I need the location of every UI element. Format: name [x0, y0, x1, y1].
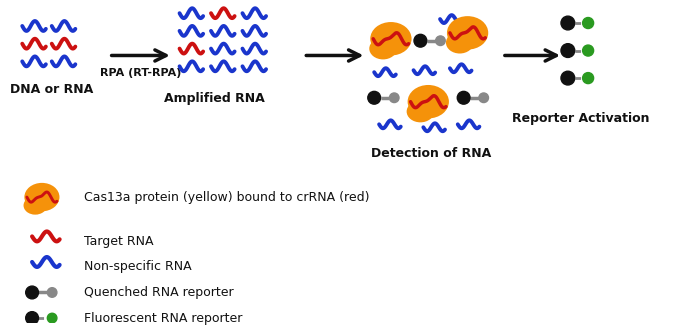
Circle shape — [48, 288, 57, 297]
Circle shape — [26, 312, 38, 324]
Circle shape — [582, 18, 594, 28]
Text: Target RNA: Target RNA — [84, 235, 154, 248]
Circle shape — [457, 91, 470, 104]
Circle shape — [582, 45, 594, 56]
Circle shape — [582, 73, 594, 84]
Circle shape — [561, 16, 575, 30]
Ellipse shape — [447, 16, 488, 50]
Text: Amplified RNA: Amplified RNA — [164, 92, 265, 105]
Text: Reporter Activation: Reporter Activation — [512, 112, 650, 125]
Circle shape — [368, 91, 381, 104]
Ellipse shape — [446, 32, 473, 54]
Text: RPA (RT-RPA): RPA (RT-RPA) — [100, 68, 181, 78]
Circle shape — [479, 93, 489, 103]
Ellipse shape — [24, 196, 47, 215]
Ellipse shape — [407, 85, 449, 118]
Text: Cas13a protein (yellow) bound to crRNA (red): Cas13a protein (yellow) bound to crRNA (… — [84, 191, 370, 204]
Circle shape — [389, 93, 399, 103]
Text: Quenched RNA reporter: Quenched RNA reporter — [84, 286, 234, 299]
Circle shape — [561, 71, 575, 85]
Circle shape — [48, 313, 57, 323]
Ellipse shape — [370, 38, 397, 60]
Text: Fluorescent RNA reporter: Fluorescent RNA reporter — [84, 312, 243, 324]
Text: DNA or RNA: DNA or RNA — [10, 83, 93, 96]
Ellipse shape — [370, 22, 412, 56]
Ellipse shape — [25, 183, 60, 211]
Text: Detection of RNA: Detection of RNA — [371, 147, 491, 160]
Circle shape — [26, 286, 38, 299]
Circle shape — [435, 36, 445, 45]
Circle shape — [414, 34, 427, 47]
Circle shape — [561, 44, 575, 58]
Ellipse shape — [407, 101, 434, 122]
Text: Non-specific RNA: Non-specific RNA — [84, 260, 192, 273]
